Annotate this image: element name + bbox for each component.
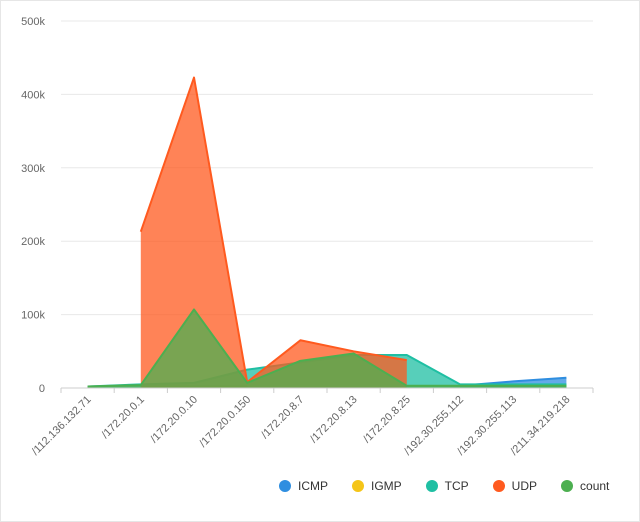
- legend-item-igmp[interactable]: IGMP: [352, 479, 402, 493]
- series-line-udp: [139, 76, 407, 384]
- y-tick-label: 0: [39, 383, 45, 395]
- legend-item-icmp[interactable]: ICMP: [279, 479, 328, 493]
- legend-label: count: [580, 479, 610, 493]
- legend: ICMP IGMP TCP UDP count: [279, 479, 609, 493]
- legend-label: ICMP: [298, 479, 328, 493]
- x-tick-label: /172.20.0.150: [197, 394, 253, 450]
- x-tick-label: /172.20.8.7: [259, 394, 306, 441]
- axes: 0 100k 200k 300k 400k 500k/112.136.132.71/172…: [21, 16, 594, 458]
- legend-marker-icon: [492, 480, 505, 492]
- y-tick-label: 100k: [21, 310, 45, 322]
- x-tick-label: /112.136.132.71: [30, 394, 94, 458]
- legend-marker-icon: [561, 480, 574, 492]
- legend-label: IGMP: [371, 479, 402, 493]
- legend-label: TCP: [444, 479, 469, 493]
- x-tick-label: /172.20.8.25: [361, 394, 413, 446]
- legend-marker-icon: [279, 480, 291, 492]
- series-areas: [87, 76, 567, 388]
- legend-item-udp[interactable]: UDP: [492, 479, 538, 493]
- y-tick-label: 300k: [21, 163, 45, 175]
- legend-marker-icon: [425, 480, 438, 492]
- legend-label: UDP: [511, 479, 538, 493]
- x-tick-label: /172.20.0.10: [148, 394, 200, 446]
- x-tick-label: /172.20.0.1: [100, 394, 147, 441]
- legend-marker-icon: [352, 480, 364, 492]
- legend-item-tcp[interactable]: TCP: [425, 479, 469, 493]
- y-tick-label: 200k: [21, 236, 45, 248]
- legend-item-count[interactable]: count: [561, 479, 609, 493]
- series-line-count: [87, 308, 567, 388]
- y-tick-label: 500k: [21, 16, 45, 28]
- y-tick-label: 400k: [21, 89, 45, 101]
- area-chart: 0 100k 200k 300k 400k 500k/112.136.132.71/172…: [21, 16, 594, 458]
- x-tick-label: /172.20.8.13: [308, 394, 360, 446]
